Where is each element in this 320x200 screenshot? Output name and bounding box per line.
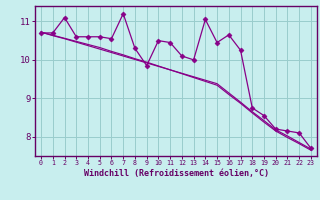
X-axis label: Windchill (Refroidissement éolien,°C): Windchill (Refroidissement éolien,°C) (84, 169, 268, 178)
